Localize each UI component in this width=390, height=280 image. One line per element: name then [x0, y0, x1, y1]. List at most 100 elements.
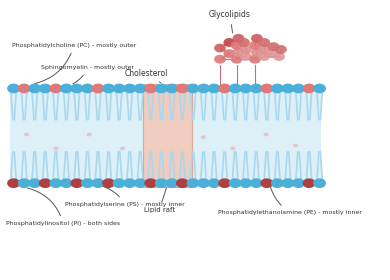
Circle shape [250, 84, 263, 93]
Circle shape [275, 45, 287, 54]
Circle shape [264, 132, 269, 136]
Circle shape [249, 55, 261, 64]
Circle shape [134, 178, 147, 188]
Text: Lipid raft: Lipid raft [144, 188, 175, 213]
Circle shape [39, 84, 52, 93]
Circle shape [134, 84, 147, 93]
Text: Phosphatidylinositol (PI) - both sides: Phosphatidylinositol (PI) - both sides [6, 188, 121, 226]
Circle shape [197, 84, 210, 93]
Circle shape [50, 84, 62, 93]
Circle shape [102, 178, 115, 188]
Circle shape [165, 178, 178, 188]
Circle shape [232, 34, 245, 43]
Circle shape [60, 178, 73, 188]
Circle shape [240, 45, 252, 54]
Text: Phosphatidylserine (PS) - mostly inner: Phosphatidylserine (PS) - mostly inner [65, 185, 185, 207]
Circle shape [229, 178, 242, 188]
Circle shape [7, 178, 20, 188]
Circle shape [259, 45, 270, 54]
Circle shape [229, 84, 242, 93]
Circle shape [28, 84, 41, 93]
Circle shape [249, 41, 261, 50]
Circle shape [266, 49, 278, 58]
Circle shape [251, 48, 263, 57]
Circle shape [251, 34, 263, 43]
Circle shape [123, 84, 136, 93]
Circle shape [18, 178, 30, 188]
Bar [143, 84, 192, 187]
Circle shape [18, 84, 30, 93]
Circle shape [113, 178, 126, 188]
Circle shape [231, 41, 243, 50]
Circle shape [292, 178, 305, 188]
Circle shape [71, 84, 83, 93]
Circle shape [271, 84, 284, 93]
Circle shape [223, 49, 235, 58]
Circle shape [261, 84, 273, 93]
Circle shape [81, 84, 94, 93]
Circle shape [282, 178, 294, 188]
Circle shape [155, 178, 168, 188]
Bar [10, 88, 321, 183]
Circle shape [218, 84, 231, 93]
Circle shape [120, 146, 125, 150]
Text: Sphingomyelin - mostly outer: Sphingomyelin - mostly outer [41, 65, 135, 84]
Circle shape [92, 84, 105, 93]
Text: Phosphatidylcholine (PC) - mostly outer: Phosphatidylcholine (PC) - mostly outer [12, 43, 136, 84]
Circle shape [313, 84, 326, 93]
Circle shape [50, 178, 62, 188]
Circle shape [53, 146, 58, 150]
Circle shape [261, 178, 273, 188]
Circle shape [232, 48, 245, 57]
Circle shape [176, 178, 189, 188]
Circle shape [87, 132, 92, 136]
Circle shape [282, 84, 294, 93]
Circle shape [292, 84, 305, 93]
Circle shape [81, 178, 94, 188]
Circle shape [238, 38, 250, 47]
Circle shape [207, 178, 220, 188]
Circle shape [293, 144, 298, 148]
Circle shape [39, 178, 52, 188]
Circle shape [123, 178, 136, 188]
Circle shape [7, 84, 20, 93]
Circle shape [144, 178, 157, 188]
Circle shape [250, 178, 263, 188]
Circle shape [273, 52, 285, 61]
Circle shape [28, 178, 41, 188]
Circle shape [144, 84, 157, 93]
Circle shape [92, 178, 105, 188]
Circle shape [230, 146, 236, 150]
Circle shape [239, 178, 252, 188]
Circle shape [303, 178, 316, 188]
Circle shape [223, 38, 235, 47]
Circle shape [239, 84, 252, 93]
Circle shape [186, 178, 199, 188]
Circle shape [214, 44, 226, 53]
Circle shape [303, 84, 316, 93]
Circle shape [271, 178, 284, 188]
Circle shape [207, 84, 220, 93]
Text: Phosphatidylethanolamine (PE) - mostly inner: Phosphatidylethanolamine (PE) - mostly i… [218, 187, 362, 215]
Circle shape [259, 38, 270, 47]
Circle shape [197, 178, 210, 188]
Text: Cholesterol: Cholesterol [125, 69, 168, 83]
Circle shape [113, 84, 126, 93]
Circle shape [102, 84, 115, 93]
Circle shape [231, 55, 243, 64]
Circle shape [165, 84, 178, 93]
Circle shape [71, 178, 83, 188]
Circle shape [259, 52, 270, 61]
Circle shape [218, 178, 231, 188]
Circle shape [313, 178, 326, 188]
Circle shape [176, 84, 189, 93]
Circle shape [186, 84, 199, 93]
Circle shape [214, 55, 226, 64]
Circle shape [268, 42, 279, 51]
Circle shape [240, 52, 252, 61]
Circle shape [155, 84, 168, 93]
Circle shape [60, 84, 73, 93]
Text: Glycolipids: Glycolipids [209, 10, 251, 33]
Circle shape [201, 135, 206, 139]
Circle shape [24, 132, 29, 136]
